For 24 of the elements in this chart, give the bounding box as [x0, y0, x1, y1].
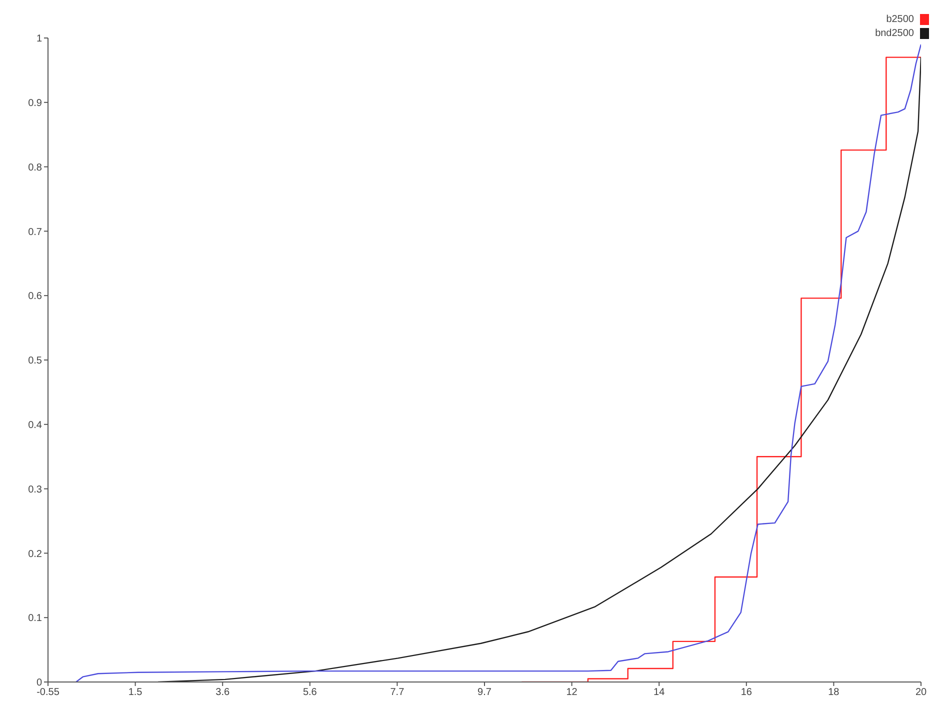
- y-tick-label: 0.6: [28, 291, 42, 302]
- x-tick-label: 14: [654, 687, 666, 698]
- y-tick-label: 0.2: [28, 548, 42, 560]
- x-tick-label: -0.55: [36, 687, 60, 698]
- legend-label: bnd2500: [875, 28, 914, 38]
- x-tick-label: 1.5: [128, 687, 143, 698]
- x-tick-label: 12: [566, 687, 578, 698]
- x-tick-label: 5.6: [302, 687, 318, 698]
- y-tick-label: 0.7: [28, 226, 42, 238]
- x-tick-label: 9.7: [478, 687, 492, 698]
- x-tick-label: 20: [915, 687, 927, 698]
- x-tick-label: 7.7: [390, 687, 405, 698]
- x-tick-label: 18: [828, 687, 840, 698]
- y-tick-label: 0.4: [28, 420, 42, 431]
- legend-label: b2500: [886, 14, 914, 24]
- y-tick-label: 0.1: [28, 613, 42, 624]
- y-tick-label: 1: [36, 34, 42, 45]
- y-tick-label: 0.8: [28, 162, 42, 174]
- y-tick-label: 0.3: [28, 484, 42, 496]
- x-tick-label: 16: [740, 687, 752, 698]
- y-tick-label: 0.9: [28, 98, 42, 109]
- y-tick-label: 0: [36, 678, 42, 689]
- y-tick-label: 0.5: [28, 356, 42, 367]
- x-tick-label: 3.6: [216, 687, 230, 698]
